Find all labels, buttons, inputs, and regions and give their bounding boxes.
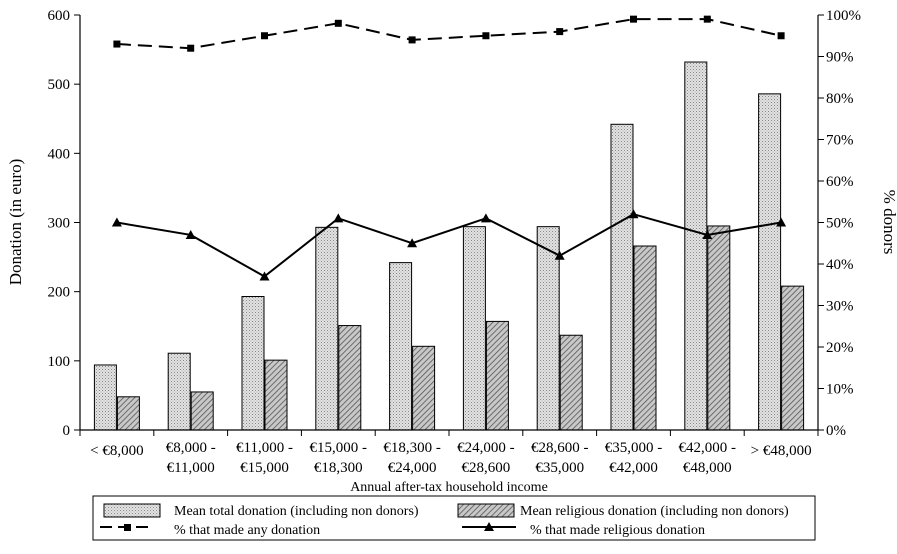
bar-total-4 [389,262,413,431]
y-left-tick-label-5: 500 [48,77,71,93]
bar-total-9 [758,93,782,431]
x-tick-label-7-line2: €42,000 [609,460,658,476]
bar-religious-8 [707,225,731,431]
bar-total-8 [684,61,708,431]
y-left-tick-label-0: 0 [63,423,71,439]
x-tick-label-5-line2: €28,600 [462,460,511,476]
legend-label-religious-donation: Mean religious donation (including non d… [520,504,789,519]
x-tick-label-1-line1: €8,000 - [166,440,216,456]
legend-label-any-donation: % that made any donation [174,523,320,538]
bars-layer [93,61,805,431]
x-tick-label-4-line2: €24,000 [388,460,437,476]
legend-swatch-religious-donation [457,503,515,518]
legend-swatch-total-donation [103,503,161,518]
x-tick-label-2-line2: €15,000 [240,460,289,476]
bar-religious-5 [485,320,509,431]
y-right-tick-label-1: 10% [826,382,854,398]
bar-religious-0 [116,396,140,431]
x-tick-label-7-line1: €35,000 - [605,440,663,456]
legend-label-total-donation: Mean total donation (including non donor… [174,504,419,519]
bar-total-0 [93,364,117,431]
point-any-donation-9 [777,32,785,40]
bar-total-2 [241,296,265,431]
legend-label-religious-line: % that made religious donation [530,523,705,538]
x-axis-title: Annual after-tax household income [350,480,548,495]
y-left-tick-label-3: 300 [48,216,71,232]
point-religious-donation-2 [259,271,270,281]
point-religious-donation-7 [628,209,639,219]
y-left-tick-label-6: 600 [48,8,71,24]
y-right-tick-label-0: 0% [826,423,846,439]
legend-box [92,495,816,541]
point-any-donation-6 [556,28,564,36]
y-right-tick-label-5: 50% [826,216,854,232]
x-tick-label-9-line1: > €48,000 [751,443,812,459]
x-tick-label-4-line1: €18,300 - [383,440,441,456]
y-axis-right-title: % donors [880,190,897,255]
bar-total-1 [167,352,191,431]
y-right-tick-label-10: 100% [826,8,861,24]
line-any-donation [116,18,782,50]
legend-marker-religious-donation [484,522,494,531]
point-religious-donation-6 [554,250,565,260]
y-left-tick-label-1: 100 [48,354,71,370]
bar-total-7 [610,123,634,431]
y-right-tick-label-6: 60% [826,174,854,190]
y-right-tick-label-2: 20% [826,340,854,356]
x-tick-label-3-line1: €15,000 - [310,440,368,456]
bar-religious-4 [412,345,436,431]
bar-religious-6 [559,334,583,431]
x-tick-label-6-line2: €35,000 [535,460,584,476]
point-any-donation-2 [261,32,268,40]
x-tick-label-8-line1: €42,000 - [679,440,737,456]
line-religious-donation [116,213,782,278]
point-religious-donation-4 [407,238,418,248]
point-any-donation-0 [113,40,121,48]
x-tick-label-5-line1: €24,000 - [457,440,515,456]
point-religious-donation-8 [702,229,713,239]
bar-religious-2 [264,359,288,431]
point-religious-donation-1 [185,229,196,239]
point-religious-donation-3 [333,213,344,223]
x-tick-label-3-line2: €18,300 [314,460,363,476]
y-right-tick-label-4: 40% [826,257,854,273]
point-religious-donation-0 [111,217,122,227]
y-left-tick-label-4: 400 [48,146,71,162]
bar-total-3 [315,226,339,431]
point-any-donation-8 [703,15,711,23]
bar-total-6 [536,226,560,431]
point-any-donation-4 [408,36,416,44]
y-axis-left-title: Donation (in euro) [6,159,25,286]
x-tick-label-8-line2: €48,000 [683,460,732,476]
bar-religious-9 [781,285,805,431]
bar-religious-3 [338,325,362,431]
y-right-tick-label-7: 70% [826,133,854,149]
x-tick-label-1-line2: €11,000 [167,460,215,476]
legend-marker-any-donation [124,524,131,531]
point-religious-donation-9 [776,217,787,227]
bar-religious-1 [190,391,214,431]
y-right-tick-label-9: 90% [826,50,854,66]
x-tick-label-0-line1: < €8,000 [90,443,143,459]
lines-layer [111,15,787,281]
y-right-tick-label-3: 30% [826,299,854,315]
point-any-donation-7 [630,15,637,23]
x-tick-label-2-line1: €11,000 - [236,440,293,456]
y-right-tick-label-8: 80% [826,91,854,107]
bar-religious-7 [633,245,657,431]
point-any-donation-3 [334,19,342,27]
axes-layer: 0 100 200 300 400 500 600 0% 10% 20% 30% 40% 50% 60% 7… [48,8,862,476]
point-religious-donation-5 [480,213,491,223]
bar-total-5 [462,226,486,431]
x-tick-label-6-line1: €28,600 - [531,440,589,456]
y-left-tick-label-2: 200 [48,285,71,301]
legend: Mean total donation (including non donor… [92,495,816,541]
point-any-donation-1 [187,44,195,52]
point-any-donation-5 [482,32,490,40]
